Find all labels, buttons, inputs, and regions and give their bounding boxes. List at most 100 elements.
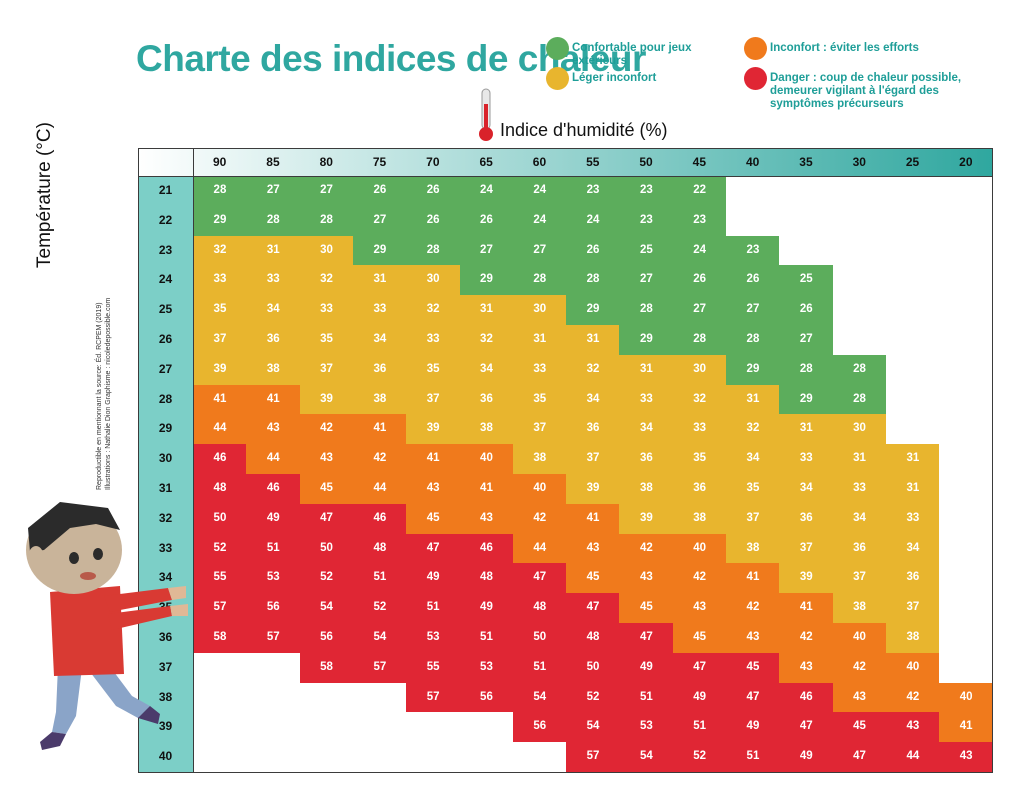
humidity-header-band — [138, 148, 993, 176]
heat-cell-22-65: 26 — [459, 205, 514, 237]
heat-cell-34-70: 49 — [406, 563, 461, 594]
heat-cell-26-45: 28 — [672, 325, 727, 356]
row-header-32: 32 — [138, 503, 193, 534]
heat-cell-23-40: 23 — [726, 235, 780, 266]
grid-left-border — [138, 148, 139, 772]
heat-cell-28-60: 35 — [512, 384, 567, 415]
heat-cell-28-65: 36 — [459, 384, 514, 415]
heat-cell-31-55: 39 — [566, 474, 620, 505]
heat-cell-36-30: 40 — [832, 623, 887, 654]
heat-cell-31-80: 45 — [299, 474, 354, 505]
thermometer-icon — [479, 88, 493, 141]
heat-cell-28-80: 39 — [299, 384, 354, 415]
heat-cell-28-35: 29 — [779, 384, 834, 415]
heat-cell-33-20 — [939, 533, 994, 564]
heat-cell-26-55: 31 — [566, 325, 620, 356]
column-header-75: 75 — [372, 155, 387, 169]
heat-cell-27-65: 34 — [459, 354, 514, 386]
heat-cell-38-50: 51 — [619, 682, 674, 713]
heat-cell-32-35: 36 — [779, 503, 834, 535]
heat-cell-22-80: 28 — [299, 205, 354, 237]
heat-cell-33-75: 48 — [352, 533, 407, 564]
heat-cell-36-50: 47 — [619, 623, 674, 654]
heat-cell-23-75: 29 — [352, 235, 407, 266]
heat-cell-23-45: 24 — [672, 235, 727, 266]
heat-cell-33-35: 37 — [779, 533, 834, 564]
heat-cell-23-35 — [779, 235, 834, 266]
heat-cell-39-30: 45 — [832, 712, 887, 743]
heat-cell-23-70: 28 — [406, 235, 461, 266]
column-header-25: 25 — [905, 155, 920, 169]
x-axis-label: Indice d'humidité (%) — [500, 120, 668, 140]
heat-cell-40-85 — [246, 742, 301, 773]
heat-cell-34-75: 51 — [352, 563, 407, 594]
heat-cell-31-40: 35 — [726, 474, 780, 505]
heat-cell-23-50: 25 — [619, 235, 674, 266]
heat-cell-35-50: 45 — [619, 593, 674, 624]
heat-cell-28-55: 34 — [566, 384, 620, 415]
row-header-divider — [193, 148, 194, 772]
heat-cell-30-35: 33 — [779, 444, 834, 475]
heat-cell-33-70: 47 — [406, 533, 461, 564]
heat-cell-25-35: 26 — [779, 295, 834, 326]
heat-cell-23-80: 30 — [299, 235, 354, 266]
heat-cell-29-40: 32 — [726, 414, 780, 445]
heat-cell-24-25 — [885, 265, 940, 296]
heat-cell-27-70: 35 — [406, 354, 461, 386]
heat-cell-24-20 — [939, 265, 994, 296]
heat-cell-35-25: 37 — [885, 593, 940, 624]
heat-cell-24-45: 26 — [672, 265, 727, 296]
row-header-33: 33 — [138, 533, 193, 564]
column-header-90: 90 — [212, 155, 227, 169]
heat-cell-26-30 — [832, 325, 887, 356]
heat-cell-40-35: 49 — [779, 742, 834, 773]
credit-line-2: Illustrations : Nathalie Dion Graphisme … — [105, 297, 112, 490]
heat-cell-30-90: 46 — [193, 444, 247, 475]
heat-cell-34-45: 42 — [672, 563, 727, 594]
heat-cell-36-60: 50 — [512, 623, 567, 654]
heat-cell-33-60: 44 — [512, 533, 567, 564]
row-header-29: 29 — [138, 414, 193, 445]
heat-cell-35-55: 47 — [566, 593, 620, 624]
heat-cell-37-25: 40 — [885, 652, 940, 684]
heat-cell-21-55: 23 — [566, 176, 620, 207]
column-header-80: 80 — [319, 155, 333, 169]
heat-cell-33-80: 50 — [299, 533, 354, 564]
heat-cell-30-40: 34 — [726, 444, 780, 475]
heat-cell-36-40: 43 — [726, 623, 780, 654]
heat-cell-29-50: 34 — [619, 414, 674, 445]
heat-cell-24-40: 26 — [726, 265, 780, 296]
heat-cell-22-35 — [779, 205, 834, 237]
heat-index-grid: 90 85 80 75 70 65 60 55 50 45 40 35 30 25 20 21 28 27 27 26… — [138, 148, 994, 773]
heat-cell-23-20 — [939, 235, 994, 266]
heat-cell-35-75: 52 — [352, 593, 407, 624]
heat-cell-32-65: 43 — [459, 503, 514, 535]
heat-cell-22-20 — [939, 205, 994, 237]
heat-cell-26-70: 33 — [406, 325, 461, 356]
row-header-26: 26 — [138, 325, 193, 355]
heat-cell-28-30: 28 — [832, 384, 887, 415]
heat-cell-22-40 — [726, 205, 780, 237]
heat-cell-22-25 — [885, 205, 940, 237]
heat-cell-38-80 — [299, 682, 354, 713]
heat-cell-25-50: 28 — [619, 295, 674, 326]
legend-swatch-yellow — [546, 67, 569, 90]
heat-cell-22-70: 26 — [406, 205, 461, 237]
heat-cell-22-90: 29 — [193, 205, 247, 237]
row-header-24: 24 — [138, 265, 193, 296]
heat-cell-23-65: 27 — [459, 235, 514, 266]
column-header-20: 20 — [959, 155, 973, 169]
heat-cell-25-90: 35 — [193, 295, 247, 326]
heat-cell-36-55: 48 — [566, 623, 620, 654]
heat-cell-34-35: 39 — [779, 563, 834, 594]
heat-cell-25-80: 33 — [299, 295, 354, 326]
heat-cell-38-25: 42 — [885, 682, 940, 713]
heat-cell-40-25: 44 — [885, 742, 940, 773]
row-header-25: 25 — [138, 295, 193, 325]
heat-cell-38-60: 54 — [512, 682, 567, 713]
column-header-70: 70 — [426, 155, 440, 169]
heat-cell-28-40: 31 — [726, 384, 780, 415]
heat-cell-25-85: 34 — [246, 295, 301, 326]
heat-cell-22-85: 28 — [246, 205, 301, 237]
heat-cell-38-70: 57 — [406, 682, 461, 713]
